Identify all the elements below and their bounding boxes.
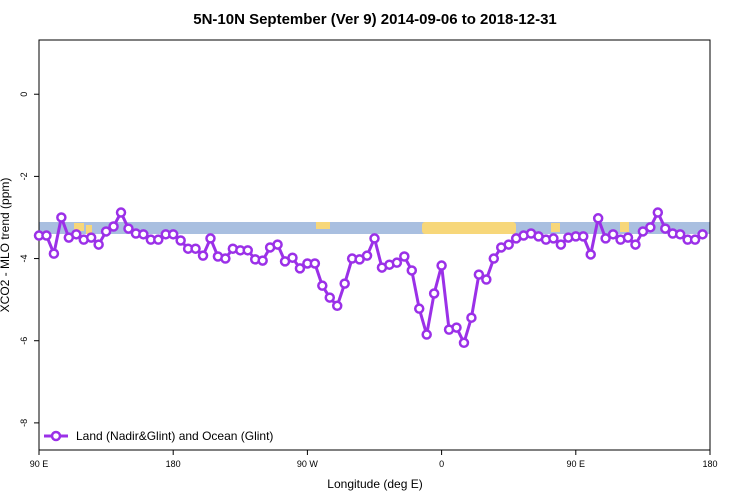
x-axis-label: Longitude (deg E)	[327, 477, 422, 491]
x-tick-label: 90 W	[297, 459, 319, 469]
data-point	[115, 207, 127, 218]
y-tick-label: 0	[19, 92, 29, 97]
data-point	[399, 251, 410, 262]
data-point	[436, 260, 447, 271]
data-point	[361, 250, 373, 261]
data-point	[451, 322, 462, 333]
data-point	[406, 265, 418, 276]
data-point	[85, 232, 97, 243]
y-tick-label: -8	[19, 419, 29, 427]
data-point	[607, 229, 619, 240]
data-point	[317, 280, 328, 291]
plot-frame	[38, 39, 711, 451]
data-point	[108, 221, 119, 232]
chart-title: 5N-10N September (Ver 9) 2014-09-06 to 2…	[193, 11, 557, 28]
x-tick-label: 180	[702, 459, 717, 469]
legend-label: Land (Nadir&Glint) and Ocean (Glint)	[76, 429, 273, 443]
data-point	[689, 234, 701, 245]
data-point	[555, 239, 567, 250]
data-point	[309, 258, 321, 269]
y-tick-label: -2	[19, 172, 29, 180]
data-point	[190, 243, 201, 254]
x-tick-label: 90 E	[567, 459, 586, 469]
data-point	[630, 239, 641, 250]
data-point	[294, 263, 306, 274]
data-point	[637, 226, 649, 237]
data-point	[473, 269, 485, 280]
y-tick-label: -4	[19, 255, 29, 263]
data-point	[331, 300, 343, 312]
data-point	[123, 223, 134, 234]
data-point	[548, 233, 559, 244]
land-ocean-band	[39, 222, 710, 234]
data-point	[71, 229, 82, 240]
data-point	[660, 223, 671, 234]
data-point	[48, 248, 60, 259]
x-tick-label: 180	[166, 459, 181, 469]
legend-marker	[50, 430, 62, 442]
data-point	[391, 257, 403, 268]
data-point	[197, 250, 209, 261]
data-point	[100, 226, 112, 237]
data-point	[138, 229, 149, 240]
x-tick-label: 0	[439, 459, 444, 469]
data-point	[421, 329, 432, 340]
data-point	[652, 207, 664, 218]
data-point	[413, 303, 425, 314]
data-point	[600, 233, 611, 244]
data-point	[697, 229, 708, 240]
data-point	[153, 234, 164, 245]
y-tick-label: -6	[19, 337, 29, 345]
data-point	[257, 255, 268, 266]
data-point	[503, 239, 514, 250]
data-point	[674, 229, 686, 240]
data-point	[481, 274, 492, 285]
data-point	[220, 253, 231, 264]
data-point	[56, 212, 67, 223]
data-point	[272, 239, 283, 250]
data-point	[578, 231, 589, 242]
data-point	[242, 245, 254, 256]
data-point	[585, 249, 596, 260]
data-point	[466, 312, 477, 323]
data-point	[41, 230, 52, 241]
data-point	[205, 233, 216, 244]
data-point	[622, 232, 634, 243]
data-point	[287, 252, 298, 263]
x-tick-label: 90 E	[30, 459, 49, 469]
data-point	[369, 233, 380, 244]
data-point	[645, 222, 656, 233]
data-point	[592, 213, 604, 224]
data-point	[488, 253, 500, 264]
data-point	[175, 235, 186, 246]
data-point	[339, 278, 350, 289]
data-point	[324, 292, 336, 303]
data-point	[428, 288, 440, 299]
data-point	[458, 337, 470, 349]
y-axis-label: XCO2 - MLO trend (ppm)	[0, 178, 12, 313]
data-point	[167, 229, 179, 240]
data-point	[93, 239, 104, 250]
